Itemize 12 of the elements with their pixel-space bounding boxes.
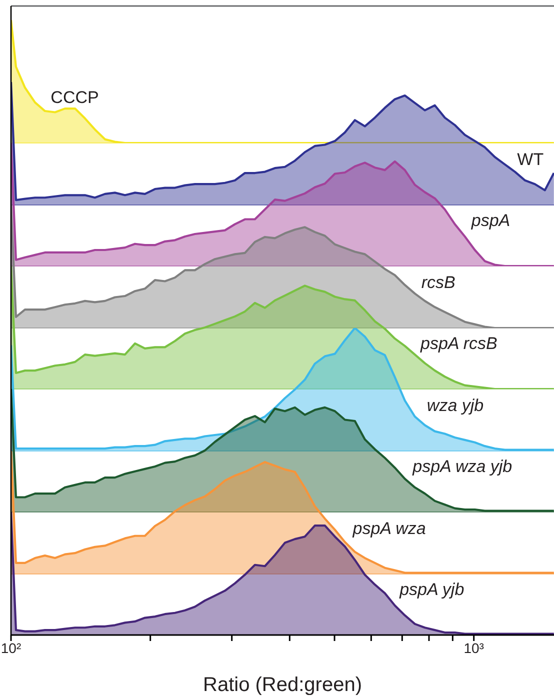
x-axis-title: Ratio (Red:green) <box>203 674 362 696</box>
x-tick-label: 10² <box>0 640 22 656</box>
x-tick-label: 10³ <box>464 640 484 656</box>
series-label: pspA wza <box>352 518 426 538</box>
series-label: pspA <box>470 210 510 230</box>
series-label: WT <box>517 149 544 168</box>
series-label: wza yjb <box>426 395 484 414</box>
series-label: pspA rcsB <box>420 334 498 353</box>
series-label: pspA wza yjb <box>412 456 512 476</box>
series-label: pspA yjb <box>398 580 464 599</box>
series-label: CCCP <box>50 88 99 107</box>
series-label: rcsB <box>421 272 456 292</box>
